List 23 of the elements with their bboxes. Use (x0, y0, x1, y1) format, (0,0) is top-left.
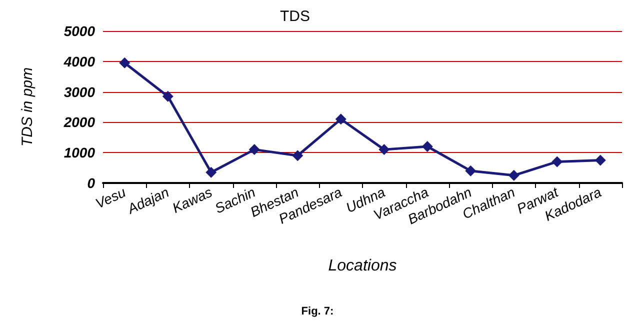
x-tick-label: Kawas (170, 184, 215, 216)
point (594, 154, 606, 166)
point (206, 166, 217, 178)
point (552, 156, 563, 168)
y-tick-label: 1000 (64, 144, 96, 161)
point (292, 150, 304, 162)
point (162, 90, 174, 102)
point (422, 141, 433, 152)
y-tick-label: 2000 (62, 114, 96, 130)
chart-title: TDS (280, 8, 310, 25)
point (508, 170, 520, 181)
point (248, 144, 260, 156)
point (465, 165, 476, 176)
point (378, 144, 390, 156)
y-tick-label: 0 (87, 175, 96, 191)
y-tick-label: 5000 (64, 23, 96, 39)
y-tick-label: 4000 (62, 53, 96, 70)
caption: Fig. 7: (301, 306, 334, 318)
y-axis-title: TDS in ppm (19, 67, 36, 147)
x-axis-title: Locations (328, 258, 397, 274)
point (335, 114, 346, 125)
point (119, 57, 130, 68)
y-tick-label: 3000 (64, 84, 96, 100)
